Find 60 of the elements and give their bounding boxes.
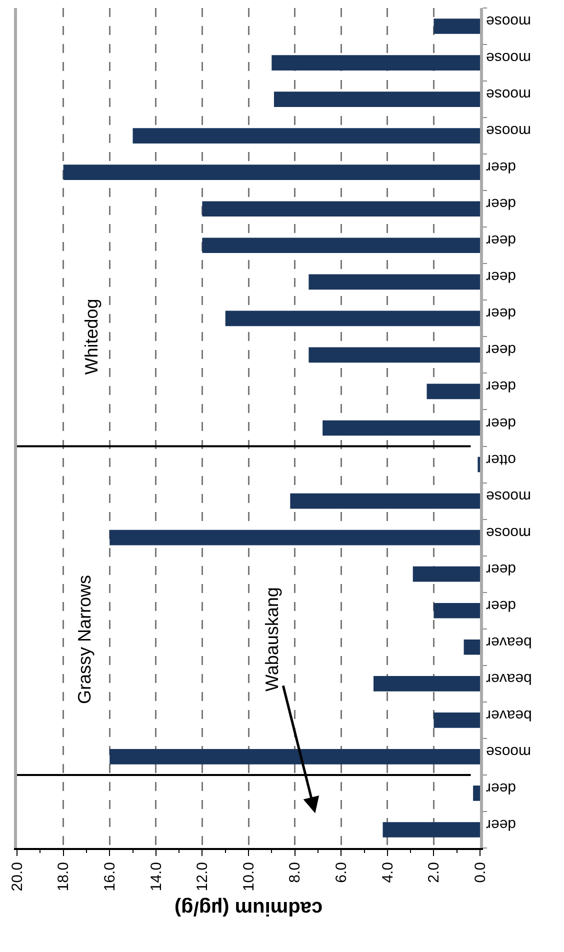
- x-tick-label: 6.0: [332, 862, 350, 883]
- bar: [434, 18, 480, 34]
- y-tick-label: deer: [486, 268, 516, 286]
- x-tick-label: 10.0: [240, 862, 258, 892]
- bar: [202, 238, 480, 254]
- annotation: Wabauskang: [262, 587, 282, 692]
- y-tick-label: deer: [486, 779, 516, 796]
- y-tick-label: moose: [486, 524, 532, 541]
- y-tick-label: deer: [486, 158, 516, 176]
- y-tick-label: deer: [486, 414, 516, 432]
- y-tick-label: deer: [486, 596, 516, 614]
- x-tick-label: 14.0: [148, 862, 165, 892]
- bar: [382, 822, 480, 838]
- bar: [434, 712, 480, 728]
- bar: [473, 786, 480, 801]
- y-tick-label: deer: [486, 560, 516, 578]
- x-tick-label: 16.0: [101, 862, 118, 892]
- y-tick-label: deer: [486, 304, 516, 322]
- x-tick-label: 4.0: [379, 862, 396, 883]
- bar: [110, 749, 480, 764]
- y-tick-label: moose: [486, 487, 532, 504]
- bar: [132, 128, 480, 144]
- bar: [272, 55, 480, 70]
- bar: [308, 274, 480, 290]
- x-tick-label: 20.0: [8, 862, 26, 892]
- bar: [274, 92, 480, 107]
- annotation: Whitedog: [81, 298, 102, 375]
- x-tick-label: 0.0: [472, 862, 489, 883]
- y-tick-label: deer: [486, 195, 516, 212]
- y-tick-label: moose: [486, 12, 532, 30]
- bar: [374, 676, 480, 692]
- bar: [225, 310, 480, 326]
- y-tick-label: beaver: [486, 633, 532, 650]
- annotation: Grassy Narrows: [74, 574, 94, 704]
- bar: [308, 347, 480, 363]
- y-tick-label: beaver: [486, 706, 532, 724]
- bar: [426, 384, 480, 400]
- y-tick-label: deer: [486, 378, 516, 395]
- y-tick-label: deer: [486, 232, 516, 249]
- y-tick-label: moose: [486, 742, 532, 760]
- bar: [63, 164, 480, 180]
- x-tick-label: 8.0: [286, 862, 304, 883]
- y-tick-label: moose: [486, 122, 532, 140]
- bar: [202, 201, 480, 217]
- x-tick-label: 2.0: [426, 862, 443, 883]
- bar: [434, 602, 480, 618]
- y-tick-label: beaver: [486, 670, 532, 687]
- bar: [290, 493, 480, 509]
- bar: [322, 420, 480, 436]
- x-axis-title: cadmium (µg/g): [174, 897, 323, 920]
- x-tick-label: 12.0: [194, 862, 212, 892]
- y-tick-label: moose: [486, 49, 532, 66]
- y-tick-label: deer: [486, 816, 516, 833]
- bar: [110, 530, 480, 546]
- bar: [412, 566, 480, 582]
- y-tick-label: deer: [486, 341, 516, 358]
- y-tick-label: otter: [486, 450, 516, 468]
- y-tick-label: moose: [486, 86, 532, 103]
- bar: [464, 639, 480, 655]
- x-tick-label: 18.0: [55, 862, 72, 892]
